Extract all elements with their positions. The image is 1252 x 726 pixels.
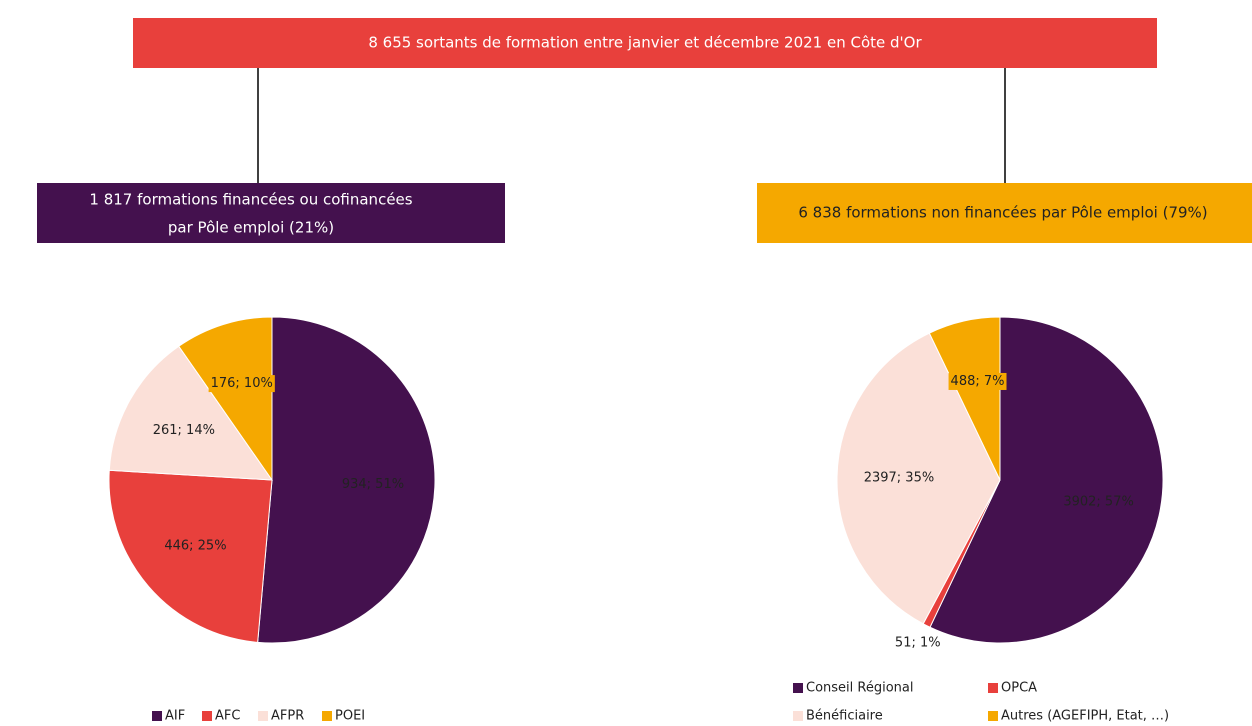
legend-label: Bénéficiaire bbox=[806, 709, 883, 724]
pie-slice bbox=[928, 316, 1001, 481]
label-bg bbox=[861, 469, 937, 487]
right-box bbox=[757, 183, 1252, 243]
data-label: 3902; 57% bbox=[1063, 495, 1134, 510]
legend-label: AIF bbox=[165, 709, 185, 724]
title-box bbox=[133, 18, 1157, 68]
legend-swatch bbox=[152, 711, 162, 721]
legend-label: Autres (AGEFIPH, Etat, …) bbox=[1001, 709, 1169, 724]
legend-swatch bbox=[202, 711, 212, 721]
legend-label: OPCA bbox=[1001, 681, 1037, 696]
data-label: 446; 25% bbox=[164, 538, 226, 553]
title: 8 655 sortants de formation entre janvie… bbox=[368, 34, 922, 52]
pie-slice bbox=[929, 316, 1164, 644]
pie-slice bbox=[108, 469, 273, 643]
legend-swatch bbox=[988, 711, 998, 721]
data-label: 51; 1% bbox=[895, 635, 941, 650]
label-bg bbox=[948, 372, 1007, 390]
right-box-line: 6 838 formations non financées par Pôle … bbox=[798, 204, 1207, 222]
left-box-line: par Pôle emploi (21%) bbox=[168, 219, 334, 237]
left-box bbox=[37, 183, 505, 243]
pie-slice bbox=[257, 316, 436, 644]
data-label: 934; 51% bbox=[342, 477, 404, 492]
label-bg bbox=[208, 375, 275, 393]
data-label: 176; 10% bbox=[211, 376, 273, 391]
legend-label: AFC bbox=[215, 709, 240, 724]
left-box-line: 1 817 formations financées ou cofinancée… bbox=[89, 191, 412, 209]
legend-swatch bbox=[988, 683, 998, 693]
legend-swatch bbox=[258, 711, 268, 721]
legend-swatch bbox=[322, 711, 332, 721]
legend-label: POEI bbox=[335, 709, 365, 724]
label-bg bbox=[162, 537, 229, 555]
legend-swatch bbox=[793, 683, 803, 693]
pie-slice bbox=[108, 345, 274, 481]
data-label: 488; 7% bbox=[951, 374, 1005, 389]
pie-slice bbox=[178, 316, 273, 482]
legend-swatch bbox=[793, 711, 803, 721]
legend-label: Conseil Régional bbox=[806, 681, 913, 696]
data-label: 261; 14% bbox=[153, 423, 215, 438]
label-bg bbox=[150, 422, 217, 440]
data-label: 2397; 35% bbox=[864, 470, 935, 485]
legend-label: AFPR bbox=[271, 709, 304, 724]
